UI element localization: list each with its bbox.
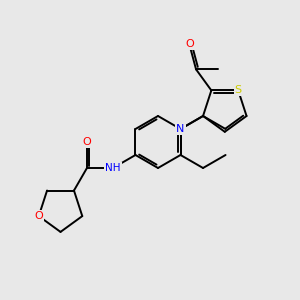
Text: O: O [82, 137, 91, 147]
Text: O: O [185, 39, 194, 49]
Text: NH: NH [105, 163, 121, 173]
Text: S: S [235, 85, 242, 95]
Text: N: N [176, 124, 185, 134]
Text: O: O [34, 211, 43, 221]
